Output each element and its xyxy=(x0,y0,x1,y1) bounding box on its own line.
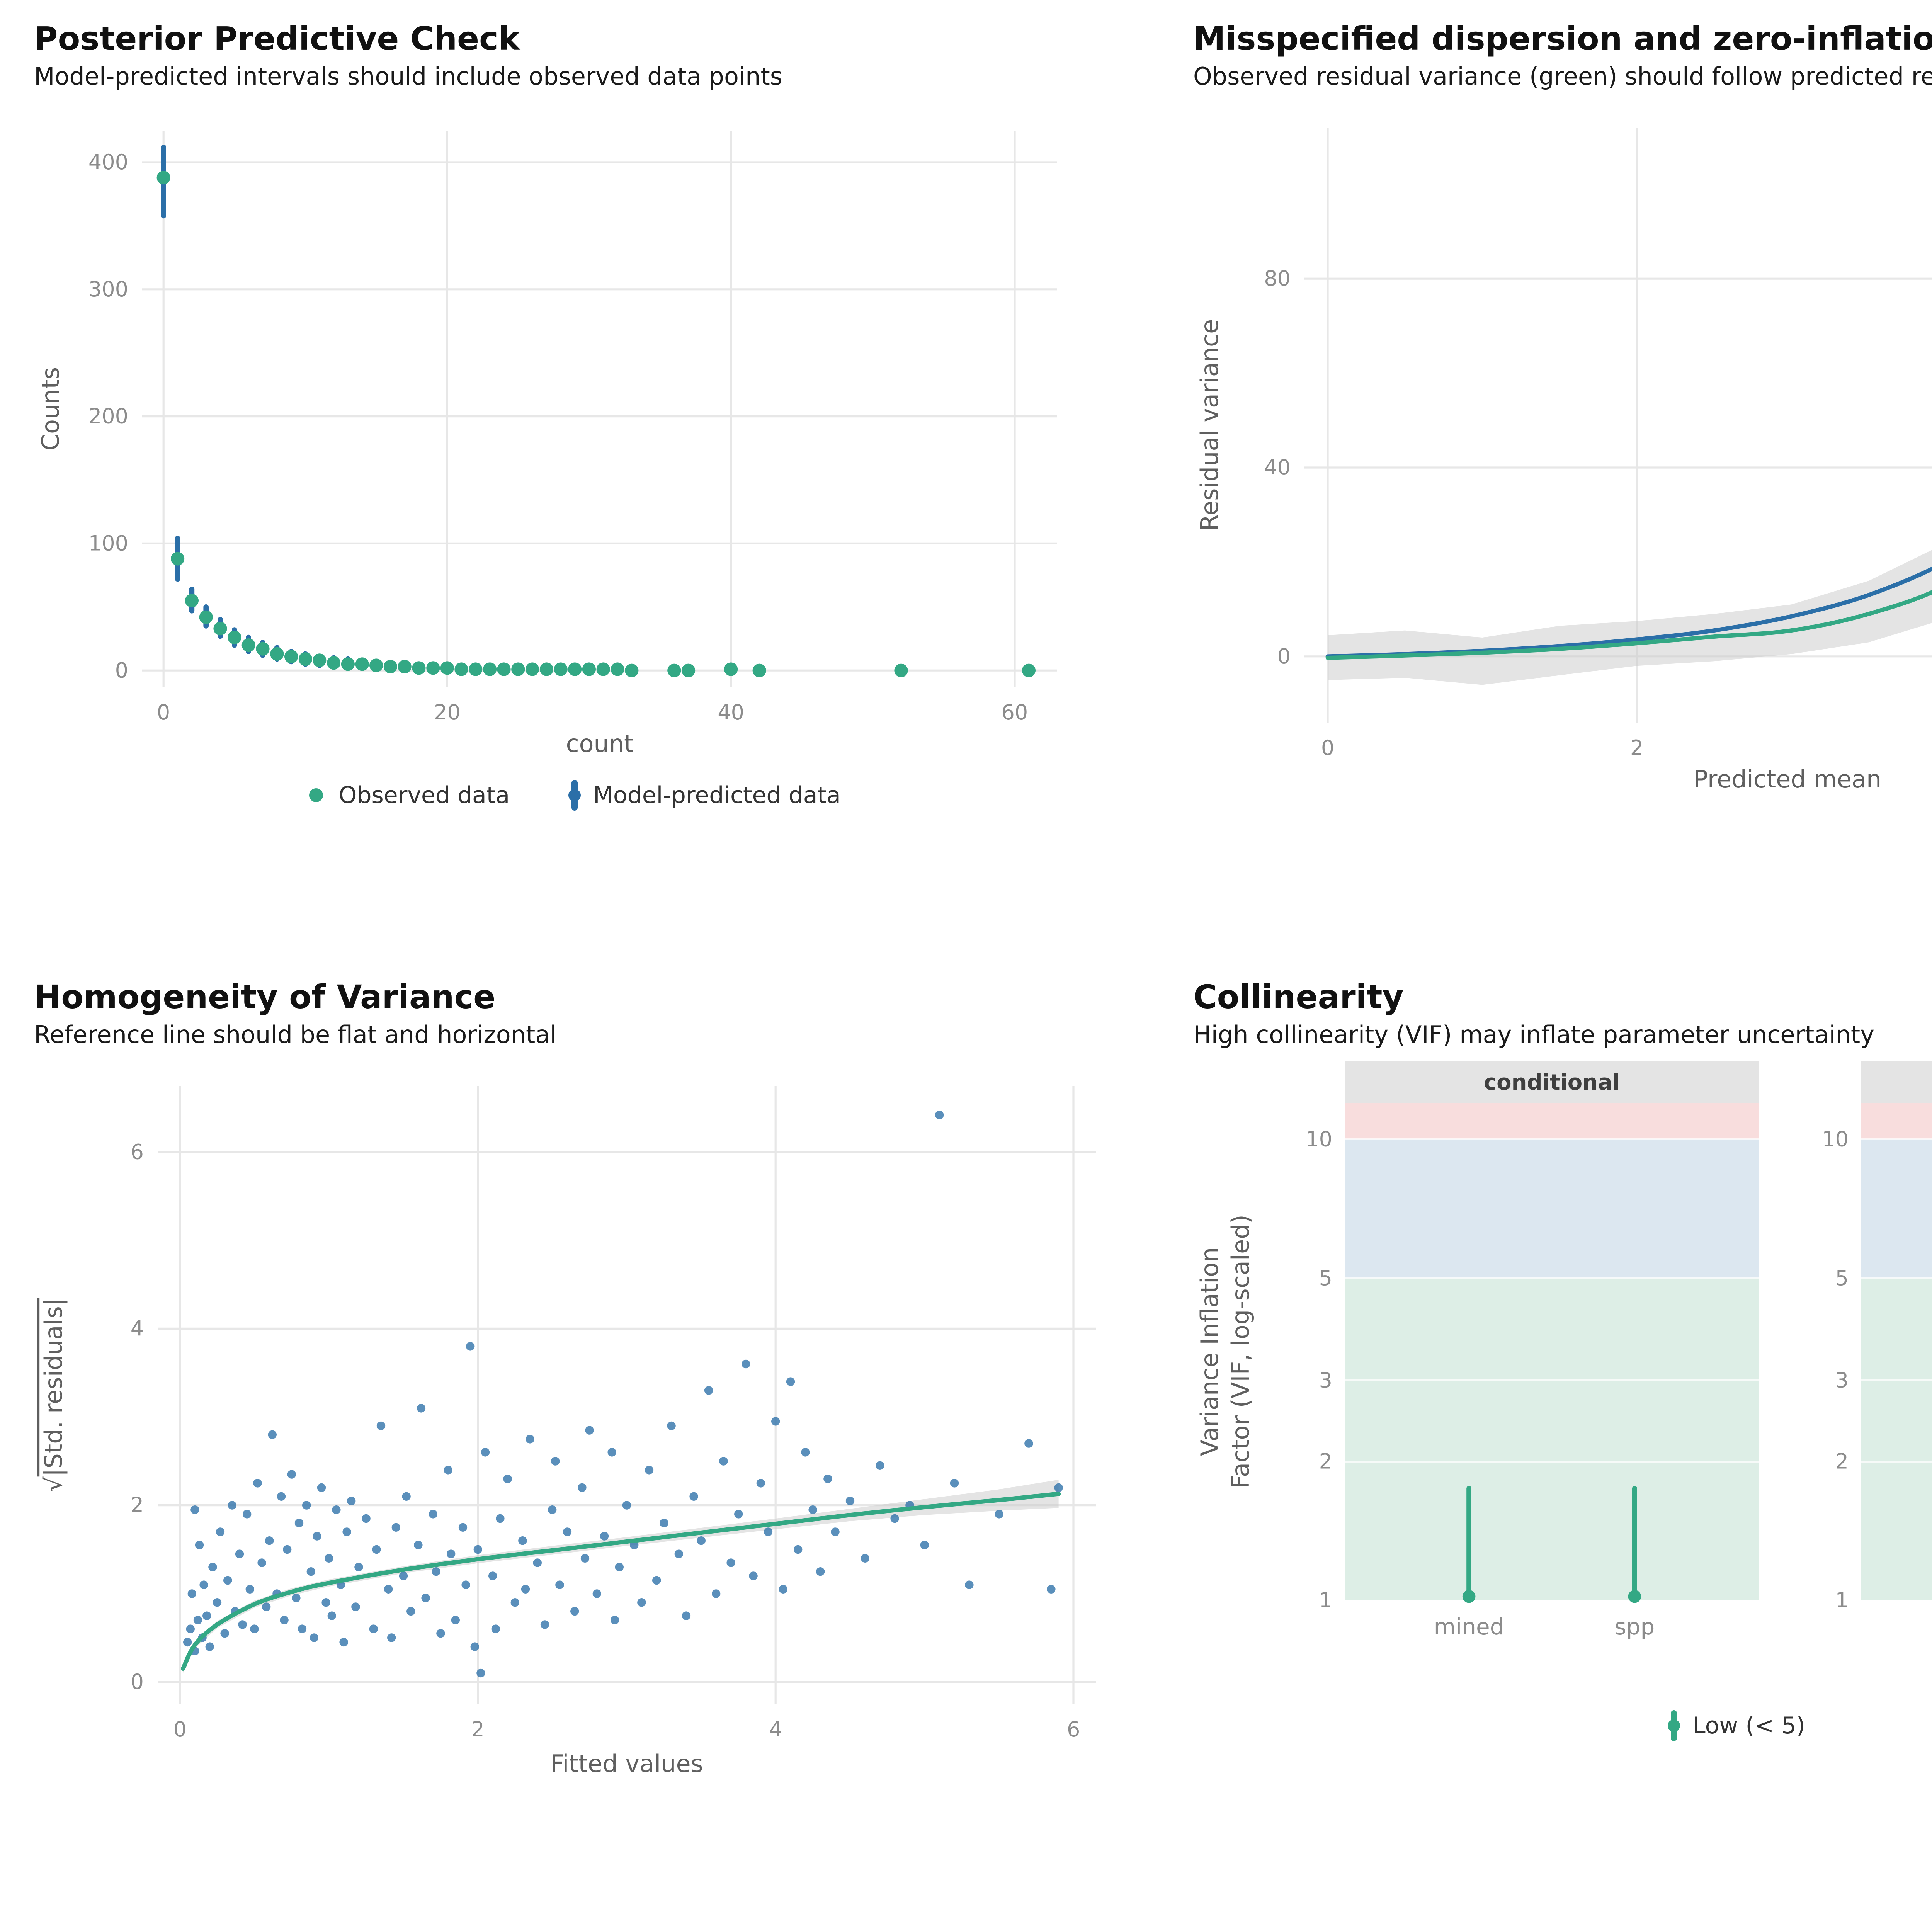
low-vif-dot-icon xyxy=(1668,1719,1680,1732)
svg-text:4: 4 xyxy=(131,1316,144,1341)
legend-item-observed: Observed data xyxy=(309,784,510,807)
svg-text:6: 6 xyxy=(131,1139,144,1164)
panel-subtitle: Model-predicted intervals should include… xyxy=(34,62,783,90)
svg-text:0: 0 xyxy=(131,1670,144,1694)
svg-text:1: 1 xyxy=(1835,1588,1849,1612)
svg-text:Fitted values: Fitted values xyxy=(550,1750,703,1778)
panel-collinearity: Collinearity High collinearity (VIF) may… xyxy=(1159,958,1932,1932)
panel-title: Homogeneity of Variance xyxy=(34,978,496,1016)
collinearity-plot: conditional123510minedsppzero inflated12… xyxy=(1193,1061,1932,1685)
svg-text:2: 2 xyxy=(1630,736,1643,760)
svg-text:5: 5 xyxy=(1835,1266,1849,1290)
svg-text:6: 6 xyxy=(1067,1717,1080,1742)
svg-text:0: 0 xyxy=(173,1717,187,1742)
svg-text:1: 1 xyxy=(1319,1588,1332,1612)
svg-text:2: 2 xyxy=(471,1717,484,1742)
low-vif-errorbar-icon xyxy=(1668,1710,1680,1741)
svg-text:40: 40 xyxy=(718,700,744,724)
svg-text:100: 100 xyxy=(88,531,128,555)
model-predicted-errorbar-icon xyxy=(568,780,581,811)
svg-text:2: 2 xyxy=(1319,1449,1332,1474)
panel-posterior-predictive-check: Posterior Predictive Check Model-predict… xyxy=(0,0,1159,958)
svg-text:4: 4 xyxy=(769,1717,782,1742)
svg-text:5: 5 xyxy=(1319,1266,1332,1290)
observed-dot-icon xyxy=(309,788,323,802)
panel-title: Posterior Predictive Check xyxy=(34,20,520,58)
svg-text:conditional: conditional xyxy=(1484,1070,1620,1095)
ppc-plot: 0 100 200 300 400 0 20 40 60 count Counts xyxy=(34,103,1159,770)
svg-text:2: 2 xyxy=(1835,1449,1849,1474)
svg-text:spp: spp xyxy=(1614,1614,1655,1640)
svg-text:0: 0 xyxy=(1321,736,1334,760)
panel-title: Misspecified dispersion and zero-inflati… xyxy=(1193,20,1932,58)
panel-subtitle: Observed residual variance (green) shoul… xyxy=(1193,62,1932,90)
svg-text:20: 20 xyxy=(434,700,461,724)
panel-misspecified-dispersion: Misspecified dispersion and zero-inflati… xyxy=(1159,0,1932,958)
legend-label-low-vif: Low (< 5) xyxy=(1692,1712,1805,1739)
svg-text:3: 3 xyxy=(1835,1368,1849,1393)
collinearity-legend: Low (< 5) xyxy=(1193,1710,1932,1741)
model-predicted-dot-icon xyxy=(568,789,581,801)
svg-text:Counts: Counts xyxy=(36,367,65,451)
svg-text:mined: mined xyxy=(1434,1614,1504,1640)
svg-text:0: 0 xyxy=(115,658,128,682)
svg-text:60: 60 xyxy=(1002,700,1028,724)
svg-text:200: 200 xyxy=(88,404,128,429)
svg-text:2: 2 xyxy=(131,1493,144,1517)
ppc-legend: Observed data Model-predicted data xyxy=(34,780,1116,811)
svg-text:Predicted mean: Predicted mean xyxy=(1694,765,1882,793)
svg-text:400: 400 xyxy=(88,150,128,174)
legend-label-model-predicted: Model-predicted data xyxy=(593,782,841,809)
panel-subtitle: High collinearity (VIF) may inflate para… xyxy=(1193,1020,1874,1049)
homogeneity-plot: 0 2 4 6 0 2 4 6 Fitted values √|Std. residuals| xyxy=(34,1061,1159,1791)
svg-text:count: count xyxy=(566,730,634,758)
svg-text:80: 80 xyxy=(1264,266,1291,291)
svg-text:Factor (VIF, log-scaled): Factor (VIF, log-scaled) xyxy=(1226,1214,1255,1489)
svg-text:Residual variance: Residual variance xyxy=(1196,319,1224,531)
legend-item-low-vif: Low (< 5) xyxy=(1668,1710,1805,1741)
svg-text:300: 300 xyxy=(88,277,128,301)
svg-text:√|Std. residuals|: √|Std. residuals| xyxy=(39,1298,68,1492)
svg-text:10: 10 xyxy=(1306,1127,1332,1151)
svg-text:40: 40 xyxy=(1264,455,1291,480)
svg-text:3: 3 xyxy=(1319,1368,1332,1393)
legend-item-model-predicted: Model-predicted data xyxy=(568,780,841,811)
svg-text:10: 10 xyxy=(1822,1127,1849,1151)
panel-subtitle: Reference line should be flat and horizo… xyxy=(34,1020,557,1049)
svg-text:0: 0 xyxy=(157,700,170,724)
panel-homogeneity-of-variance: Homogeneity of Variance Reference line s… xyxy=(0,958,1159,1932)
panel-title: Collinearity xyxy=(1193,978,1404,1016)
legend-label-observed: Observed data xyxy=(338,782,510,809)
svg-text:0: 0 xyxy=(1277,644,1291,668)
svg-text:Variance Inflation: Variance Inflation xyxy=(1196,1247,1224,1456)
